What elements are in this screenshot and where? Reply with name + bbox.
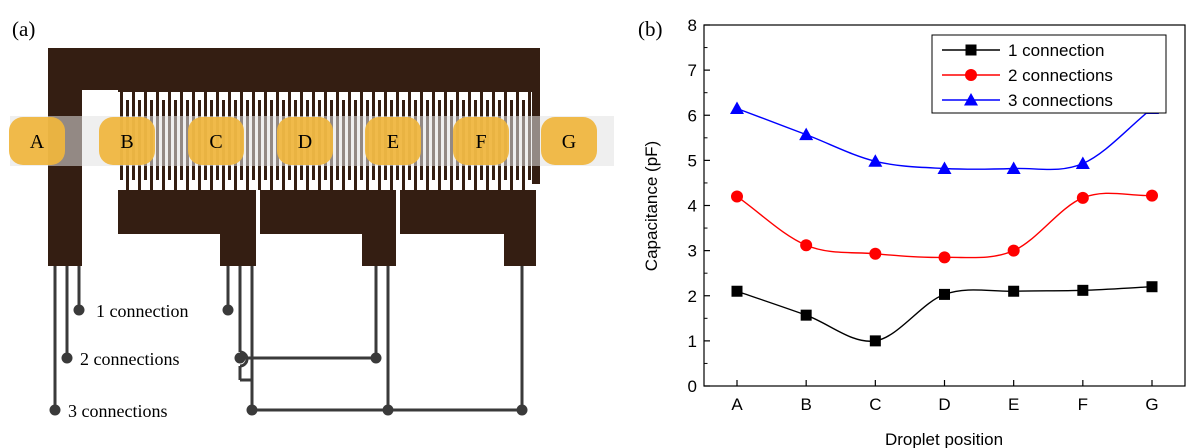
y-tick-label: 0 [688,377,697,396]
droplet-label: F [475,131,486,153]
droplet-label: A [30,131,45,153]
data-point-series-2 [1007,244,1020,257]
data-point-series-2 [938,251,951,264]
droplet-label: D [298,131,312,153]
panel-b-chart: (b) 0 1 2 3 4 5 6 7 8 A B C D E F G Droplet position Ca… [638,16,1186,448]
series-curve-2 [736,192,1153,259]
y-tick-label: 6 [688,106,697,125]
x-axis-title: Droplet position [885,430,1003,448]
chart-legend: 1 connection 2 connections 3 connections [931,34,1167,114]
droplet-f: F [453,117,509,165]
x-tick-label: A [731,395,743,414]
panel-a-label: (a) [12,17,35,41]
droplet-b: B [99,117,155,165]
wire-junction-dots [49,304,528,416]
droplet-label: E [387,131,399,153]
y-tick-label: 5 [688,151,697,170]
droplet-e: E [365,117,421,165]
data-point-series-3 [799,127,814,141]
data-point-series-1 [1146,281,1158,293]
panel-a-schematic: (a) A B C D E F G [9,17,614,421]
legend-marker-2 [965,69,977,81]
data-point-series-1 [800,309,812,321]
data-point-series-1 [869,335,881,347]
y-tick-label: 3 [688,242,697,261]
legend-label-2: 2 connections [1008,66,1113,85]
chart-curves [736,107,1153,342]
data-point-series-3 [730,101,744,114]
y-axis-title: Capacitance (pF) [642,141,661,271]
legend-marker-1 [965,44,977,56]
data-point-series-1 [731,285,743,297]
droplet-label: B [120,131,133,153]
x-tick-label: E [1008,395,1019,414]
droplet-label: C [209,131,222,153]
droplet-g: G [541,117,597,165]
data-point-series-1 [1077,284,1089,296]
y-tick-label: 4 [688,197,697,216]
x-tick-label: D [938,395,950,414]
legend-label-1: 1 connection [1008,41,1104,60]
y-tick-label: 8 [688,16,697,35]
connection-wiring [53,266,524,412]
x-tick-label: G [1145,395,1158,414]
data-point-series-3 [937,161,952,174]
droplet-group: A B C D E F G [9,117,597,165]
data-point-series-3 [1075,156,1090,170]
series-curve-3 [736,107,1153,171]
chart-axes: 0 1 2 3 4 5 6 7 8 A B C D E F G [688,16,1159,414]
data-point-series-1 [939,288,950,300]
data-point-series-2 [869,247,882,260]
x-tick-label: B [800,395,811,414]
droplet-a: A [9,117,65,165]
data-point-series-3 [868,154,883,167]
data-point-series-1 [1008,285,1020,297]
legend-label-3: 3 connections [1008,91,1113,110]
y-tick-label: 7 [688,61,697,80]
chart-markers [730,101,1159,347]
connection-label-2: 2 connections [80,349,179,369]
droplet-label: G [562,131,576,153]
droplet-d: D [277,117,333,165]
legend-marker-3 [964,93,978,106]
connection-label-3: 3 connections [68,401,167,421]
data-point-series-2 [1076,191,1089,204]
interdigitated-electrode [48,48,540,266]
data-point-series-3 [1006,161,1021,174]
data-point-series-2 [800,239,813,252]
y-tick-label: 1 [688,332,697,351]
connection-label-1: 1 connection [96,301,188,321]
x-tick-label: F [1078,395,1088,414]
data-point-series-2 [731,190,743,203]
panel-b-label: (b) [638,17,663,41]
droplet-c: C [188,117,244,165]
data-point-series-2 [1146,189,1158,202]
x-tick-label: C [869,395,881,414]
y-tick-label: 2 [688,287,697,306]
